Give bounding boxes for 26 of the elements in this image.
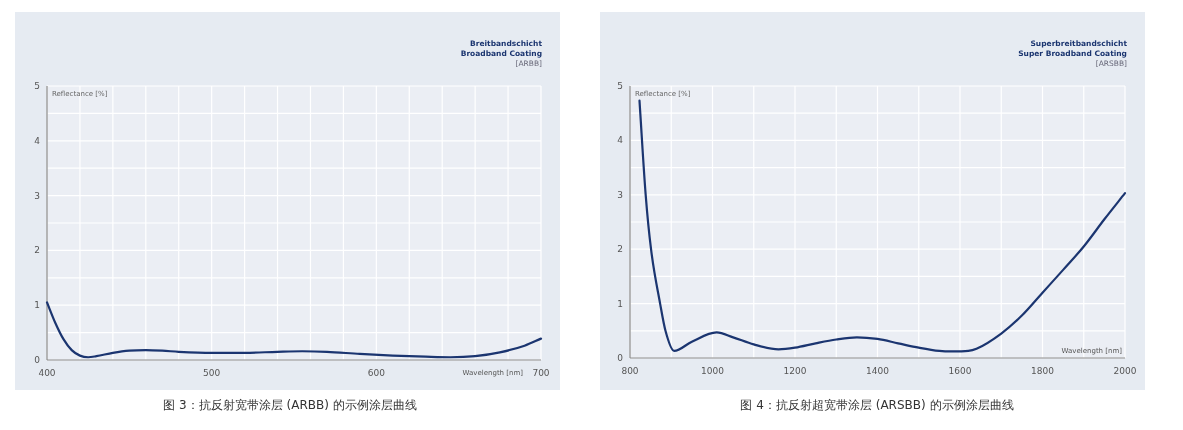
y-tick-label: 1 xyxy=(617,298,623,309)
y-tick-label: 3 xyxy=(617,189,623,200)
x-tick-label: 1600 xyxy=(948,366,972,376)
x-tick-label: 1200 xyxy=(783,366,807,376)
x-tick-label: 500 xyxy=(203,368,221,378)
x-tick-label: 1000 xyxy=(701,366,725,376)
x-tick-label: 400 xyxy=(38,368,56,378)
y-tick-label: 2 xyxy=(34,245,40,256)
y-tick-label: 0 xyxy=(617,353,624,363)
x-tick-label: 2000 xyxy=(1113,366,1137,376)
y-tick-label: 2 xyxy=(617,244,623,255)
y-tick-label: 4 xyxy=(34,135,41,146)
x-tick-label: 700 xyxy=(532,368,550,378)
y-tick-label: 1 xyxy=(34,300,40,311)
caption: 图 4：抗反射超宽带涂层 (ARSBB) 的示例涂层曲线 xyxy=(740,398,1014,412)
y-tick-label: 5 xyxy=(617,81,623,91)
line-series xyxy=(638,99,1127,353)
x-tick-label: 600 xyxy=(367,368,386,378)
x-tick-label: 800 xyxy=(621,366,639,376)
caption: 图 3：抗反射宽带涂层 (ARBB) 的示例涂层曲线 xyxy=(163,398,417,412)
x-tick-label: 1400 xyxy=(866,366,890,376)
y-tick-label: 5 xyxy=(34,81,40,91)
x-tick-label: 1800 xyxy=(1031,366,1055,376)
y-tick-label: 4 xyxy=(617,135,624,146)
y-tick-label: 0 xyxy=(34,355,41,365)
y-tick-label: 3 xyxy=(34,190,40,201)
